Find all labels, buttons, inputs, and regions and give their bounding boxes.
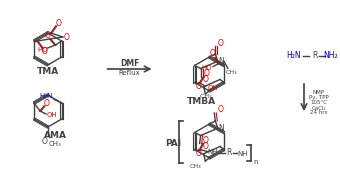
Text: 105°C: 105°C — [310, 101, 327, 105]
Text: OH: OH — [207, 85, 218, 91]
Text: HO: HO — [37, 47, 48, 53]
Text: n: n — [253, 159, 258, 164]
Text: CH₃: CH₃ — [189, 164, 201, 170]
Text: R: R — [312, 51, 318, 60]
Text: O: O — [203, 142, 208, 151]
Text: O: O — [203, 75, 208, 84]
Text: N: N — [218, 57, 224, 66]
Text: N: N — [218, 124, 224, 133]
Text: O: O — [210, 49, 216, 58]
Text: TMA: TMA — [37, 67, 59, 75]
Text: 24 hrs: 24 hrs — [310, 111, 328, 115]
Text: NH₂: NH₂ — [324, 51, 338, 60]
Text: AMA: AMA — [44, 130, 67, 139]
Text: CH₃: CH₃ — [226, 70, 238, 75]
Text: O: O — [56, 19, 62, 28]
Text: Reflux: Reflux — [119, 70, 140, 76]
Text: O: O — [45, 32, 51, 40]
Text: DMF: DMF — [120, 59, 139, 67]
Text: NH: NH — [237, 150, 248, 156]
Text: OH: OH — [47, 112, 57, 118]
Text: O: O — [203, 136, 208, 145]
Text: O: O — [42, 46, 48, 56]
Text: TMBA: TMBA — [187, 98, 216, 106]
Text: O: O — [64, 33, 70, 42]
Text: R: R — [226, 148, 231, 157]
Text: NH: NH — [207, 149, 218, 156]
Text: O: O — [196, 149, 202, 158]
Text: CH₃: CH₃ — [191, 94, 211, 98]
Text: HO: HO — [202, 66, 212, 71]
Text: CaCl₂: CaCl₂ — [312, 105, 326, 111]
Text: O: O — [196, 82, 202, 91]
Text: O: O — [217, 105, 223, 115]
Text: CH₃: CH₃ — [48, 141, 61, 147]
Text: Py, TPP: Py, TPP — [309, 95, 329, 101]
Text: PAI: PAI — [165, 139, 182, 149]
Text: H₂N: H₂N — [39, 93, 52, 99]
Text: NMP: NMP — [313, 91, 325, 95]
Text: H₂N: H₂N — [287, 51, 301, 60]
Text: O: O — [42, 136, 48, 146]
Text: O: O — [217, 39, 223, 47]
Text: O: O — [204, 69, 209, 78]
Text: O: O — [44, 98, 50, 108]
